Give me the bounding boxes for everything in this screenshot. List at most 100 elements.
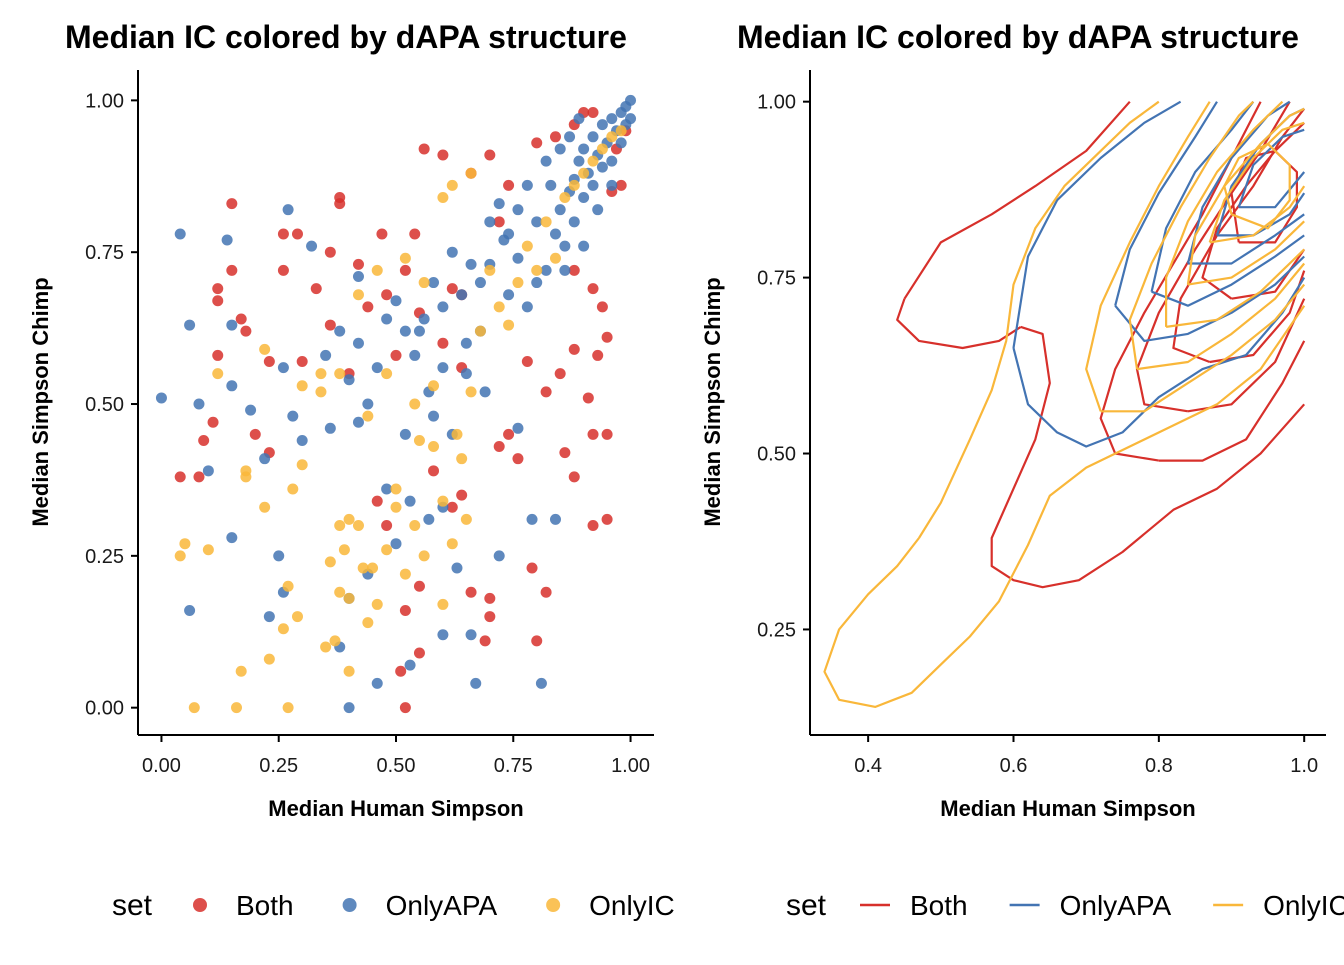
point-both [465, 586, 477, 598]
scatter-x-tick-label: 0.25 [259, 755, 298, 777]
point-onlyapa [287, 410, 299, 422]
point-onlyapa [512, 204, 524, 216]
contour-line-onlyapa [1186, 100, 1291, 264]
contour-y-axis-title: Median Simpson Chimp [700, 277, 725, 526]
contour-line-onlyic [1165, 248, 1305, 328]
scatter-legend-title: set [112, 889, 153, 922]
point-onlyic [315, 386, 327, 398]
point-onlyapa [413, 325, 425, 337]
contour-legend-title: set [786, 889, 827, 922]
scatter-y-tick-label: 0.00 [85, 698, 124, 720]
point-both [568, 264, 580, 276]
point-onlyapa [399, 428, 411, 440]
point-onlyapa [418, 313, 430, 325]
contour-x-tick-label: 0.6 [1000, 755, 1028, 777]
point-onlyapa [596, 119, 608, 131]
legend-label-onlyapa: OnlyAPA [386, 890, 498, 921]
point-onlyic [456, 453, 468, 465]
point-onlyic [202, 544, 214, 556]
point-both [390, 349, 402, 361]
point-onlyic [240, 471, 252, 483]
point-both [399, 605, 411, 617]
point-onlyapa [324, 422, 336, 434]
point-both [334, 192, 346, 204]
point-onlyapa [428, 277, 440, 289]
contour-line-onlyapa [1238, 171, 1306, 209]
point-both [512, 453, 524, 465]
point-both [582, 392, 594, 404]
point-onlyapa [559, 264, 571, 276]
point-onlyic [277, 623, 289, 635]
scatter-x-tick-label: 1.00 [611, 755, 650, 777]
scatter-y-tick-label: 1.00 [85, 90, 124, 112]
point-onlyic [390, 501, 402, 513]
contour-line-both [1231, 248, 1306, 300]
point-onlyapa [390, 538, 402, 550]
contour-line-onlyapa [1114, 255, 1305, 342]
point-onlyic [282, 580, 294, 592]
point-onlyapa [193, 398, 205, 410]
contour-line-both [1135, 101, 1291, 413]
point-both [587, 428, 599, 440]
point-onlyic [231, 702, 243, 714]
point-both [568, 471, 580, 483]
point-onlyapa [564, 131, 576, 143]
point-onlyapa [226, 319, 238, 331]
point-onlyapa [465, 629, 477, 641]
point-onlyapa [559, 240, 571, 252]
contour-line-onlyic [1128, 100, 1255, 370]
contour-line-onlyapa [1237, 128, 1305, 208]
point-onlyic [174, 550, 186, 562]
point-both [446, 283, 458, 295]
point-both [526, 562, 538, 574]
point-onlyic [282, 702, 294, 714]
point-both [226, 264, 238, 276]
contour-line-onlyic [1209, 185, 1306, 244]
point-both [277, 264, 289, 276]
point-onlyic [338, 544, 350, 556]
point-onlyic [259, 501, 271, 513]
point-onlyapa [226, 532, 238, 544]
point-both [381, 289, 393, 301]
point-onlyapa [381, 313, 393, 325]
point-both [240, 325, 252, 337]
point-onlyic [287, 483, 299, 495]
contour-y-tick-label: 1.00 [757, 92, 796, 114]
point-onlyic [559, 192, 571, 204]
point-both [263, 356, 275, 368]
point-both [362, 301, 374, 313]
point-both [413, 580, 425, 592]
point-both [277, 228, 289, 240]
point-onlyapa [521, 179, 533, 191]
point-both [352, 258, 364, 270]
point-onlyapa [578, 143, 590, 155]
point-onlyic [418, 277, 430, 289]
point-onlyapa [549, 228, 561, 240]
point-onlyapa [456, 289, 468, 301]
scatter-y-ticks: 0.00 0.25 0.50 0.75 1.00 [85, 90, 138, 720]
point-onlyic [343, 665, 355, 677]
point-onlyapa [493, 198, 505, 210]
scatter-x-tick-label: 0.50 [377, 755, 416, 777]
contour-line-onlyic [1165, 100, 1284, 327]
contour-line-onlyic [1100, 283, 1306, 413]
point-both [446, 501, 458, 513]
point-both [226, 198, 238, 210]
point-onlyapa [320, 349, 332, 361]
point-both [428, 465, 440, 477]
contour-line-both [903, 100, 1131, 300]
point-onlyapa [451, 562, 463, 574]
point-onlyapa [606, 179, 618, 191]
point-onlyapa [381, 483, 393, 495]
point-both [212, 283, 224, 295]
point-both [615, 179, 627, 191]
contour-line-onlyapa [1151, 234, 1305, 307]
point-onlyapa [352, 270, 364, 282]
legend-label-both: Both [910, 890, 968, 921]
point-onlyapa [498, 234, 510, 246]
contour-line-both [1158, 340, 1306, 462]
point-onlyic [212, 368, 224, 380]
point-onlyic [371, 264, 383, 276]
point-both [493, 216, 505, 228]
point-onlyic [188, 702, 200, 714]
